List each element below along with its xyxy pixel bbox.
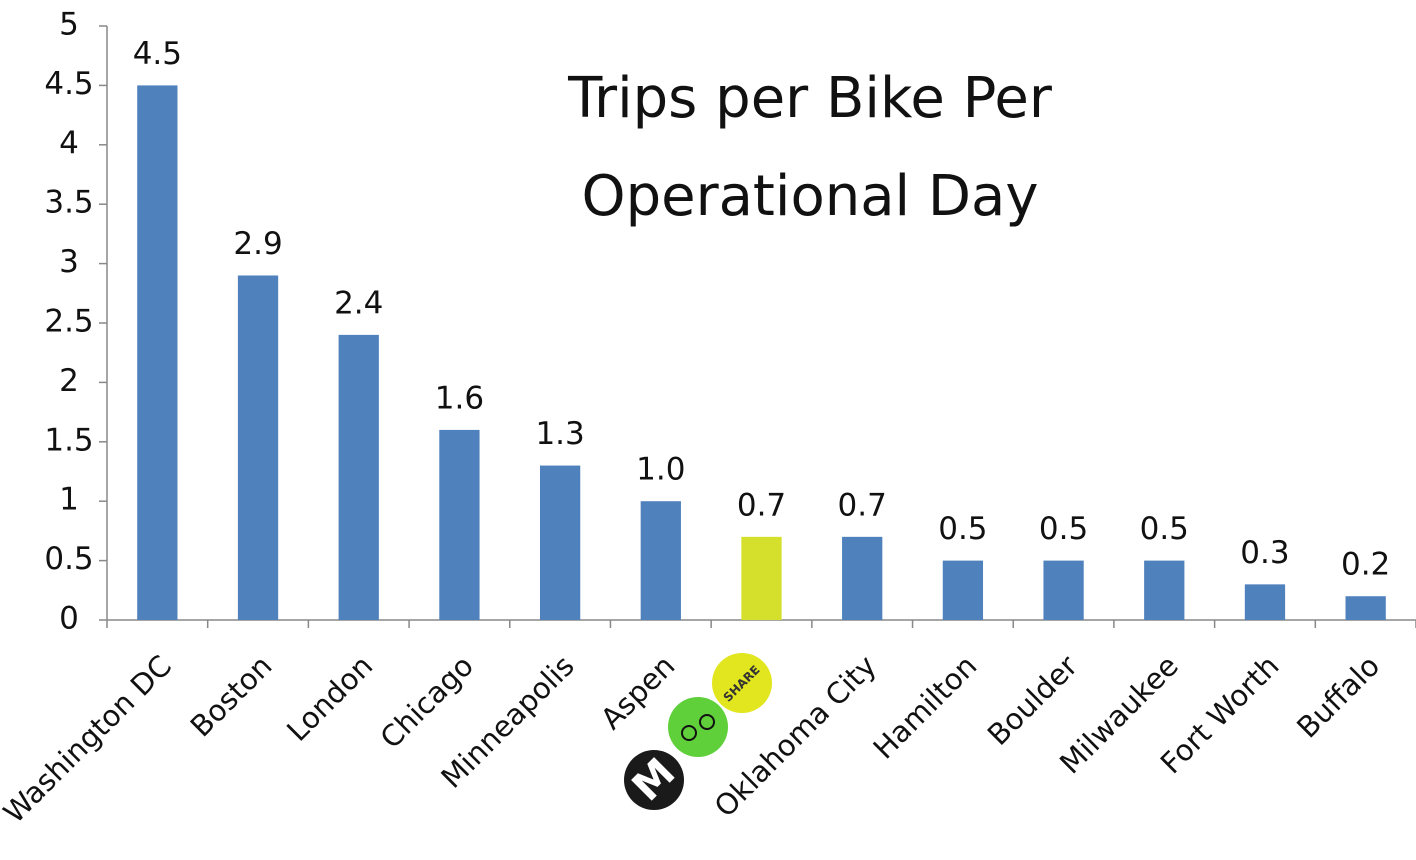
y-tick-label: 5 [59, 7, 79, 43]
bar [741, 536, 782, 620]
data-label: 2.9 [233, 226, 282, 262]
bar [137, 85, 178, 620]
data-label: 0.5 [938, 511, 987, 547]
bar [338, 334, 379, 620]
x-tick-label: Chicago [374, 649, 480, 755]
bar [1244, 584, 1286, 620]
bar [439, 429, 480, 620]
logo-metro [624, 750, 684, 810]
y-tick-label: 2.5 [44, 304, 93, 340]
bar [237, 275, 279, 620]
y-tick-label: 1 [59, 482, 79, 518]
bar [1043, 560, 1084, 620]
data-label: 0.7 [737, 487, 786, 523]
data-label: 0.7 [838, 487, 887, 523]
bar [942, 560, 984, 620]
y-tick-label: 4 [59, 125, 79, 161]
y-tick-label: 3.5 [44, 185, 93, 221]
data-label: 1.0 [636, 452, 685, 488]
data-label: 0.5 [1039, 511, 1088, 547]
bar [1345, 596, 1386, 620]
bar [539, 465, 581, 620]
logo-bike [668, 697, 728, 757]
bar [1144, 560, 1185, 620]
x-tick-label: Buffalo [1290, 649, 1386, 745]
chart-title: Trips per Bike Per Operational Day [568, 66, 1052, 229]
data-label: 1.6 [435, 380, 484, 416]
logo: M SHARE [624, 653, 772, 810]
y-tick-label: 2 [59, 363, 79, 399]
y-tick-label: 1.5 [44, 422, 93, 458]
x-tick-label: London [280, 649, 379, 748]
logo-wheel [681, 725, 697, 741]
bar [640, 501, 681, 620]
x-tick-label: Boston [184, 649, 279, 744]
y-tick-label: 4.5 [44, 66, 93, 102]
x-tick-label: Hamilton [867, 649, 984, 766]
y-tick-label: 0 [59, 601, 79, 637]
data-label: 0.3 [1240, 535, 1289, 571]
logo-mark: M [624, 750, 685, 811]
y-tick-label: 0.5 [44, 541, 93, 577]
x-tick-label: Boulder [981, 649, 1084, 752]
y-tick-label: 3 [59, 244, 79, 280]
data-label: 4.5 [133, 36, 182, 72]
x-tick-label: Washington DC [0, 649, 178, 830]
bar [842, 536, 883, 620]
logo-wheel [699, 714, 715, 730]
data-label: 0.2 [1341, 547, 1390, 583]
logo-share [712, 653, 772, 713]
data-label: 0.5 [1140, 511, 1189, 547]
data-label: 1.3 [535, 416, 584, 452]
data-label: 2.4 [334, 285, 383, 321]
